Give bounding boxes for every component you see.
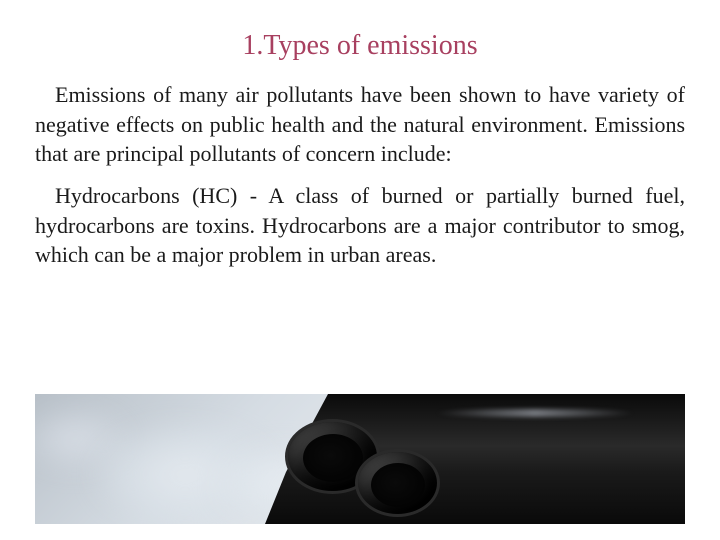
slide-title: 1.Types of emissions [35,30,685,62]
metallic-highlight [435,409,635,417]
tube-opening [303,434,363,482]
intro-paragraph: Emissions of many air pollutants have be… [35,80,685,169]
exhaust-tube-icon [355,449,440,517]
tube-opening [371,463,425,507]
slide-content: 1.Types of emissions Emissions of many a… [0,0,720,270]
hydrocarbons-paragraph: Hydrocarbons (HC) - A class of burned or… [35,181,685,270]
exhaust-image [35,394,685,524]
